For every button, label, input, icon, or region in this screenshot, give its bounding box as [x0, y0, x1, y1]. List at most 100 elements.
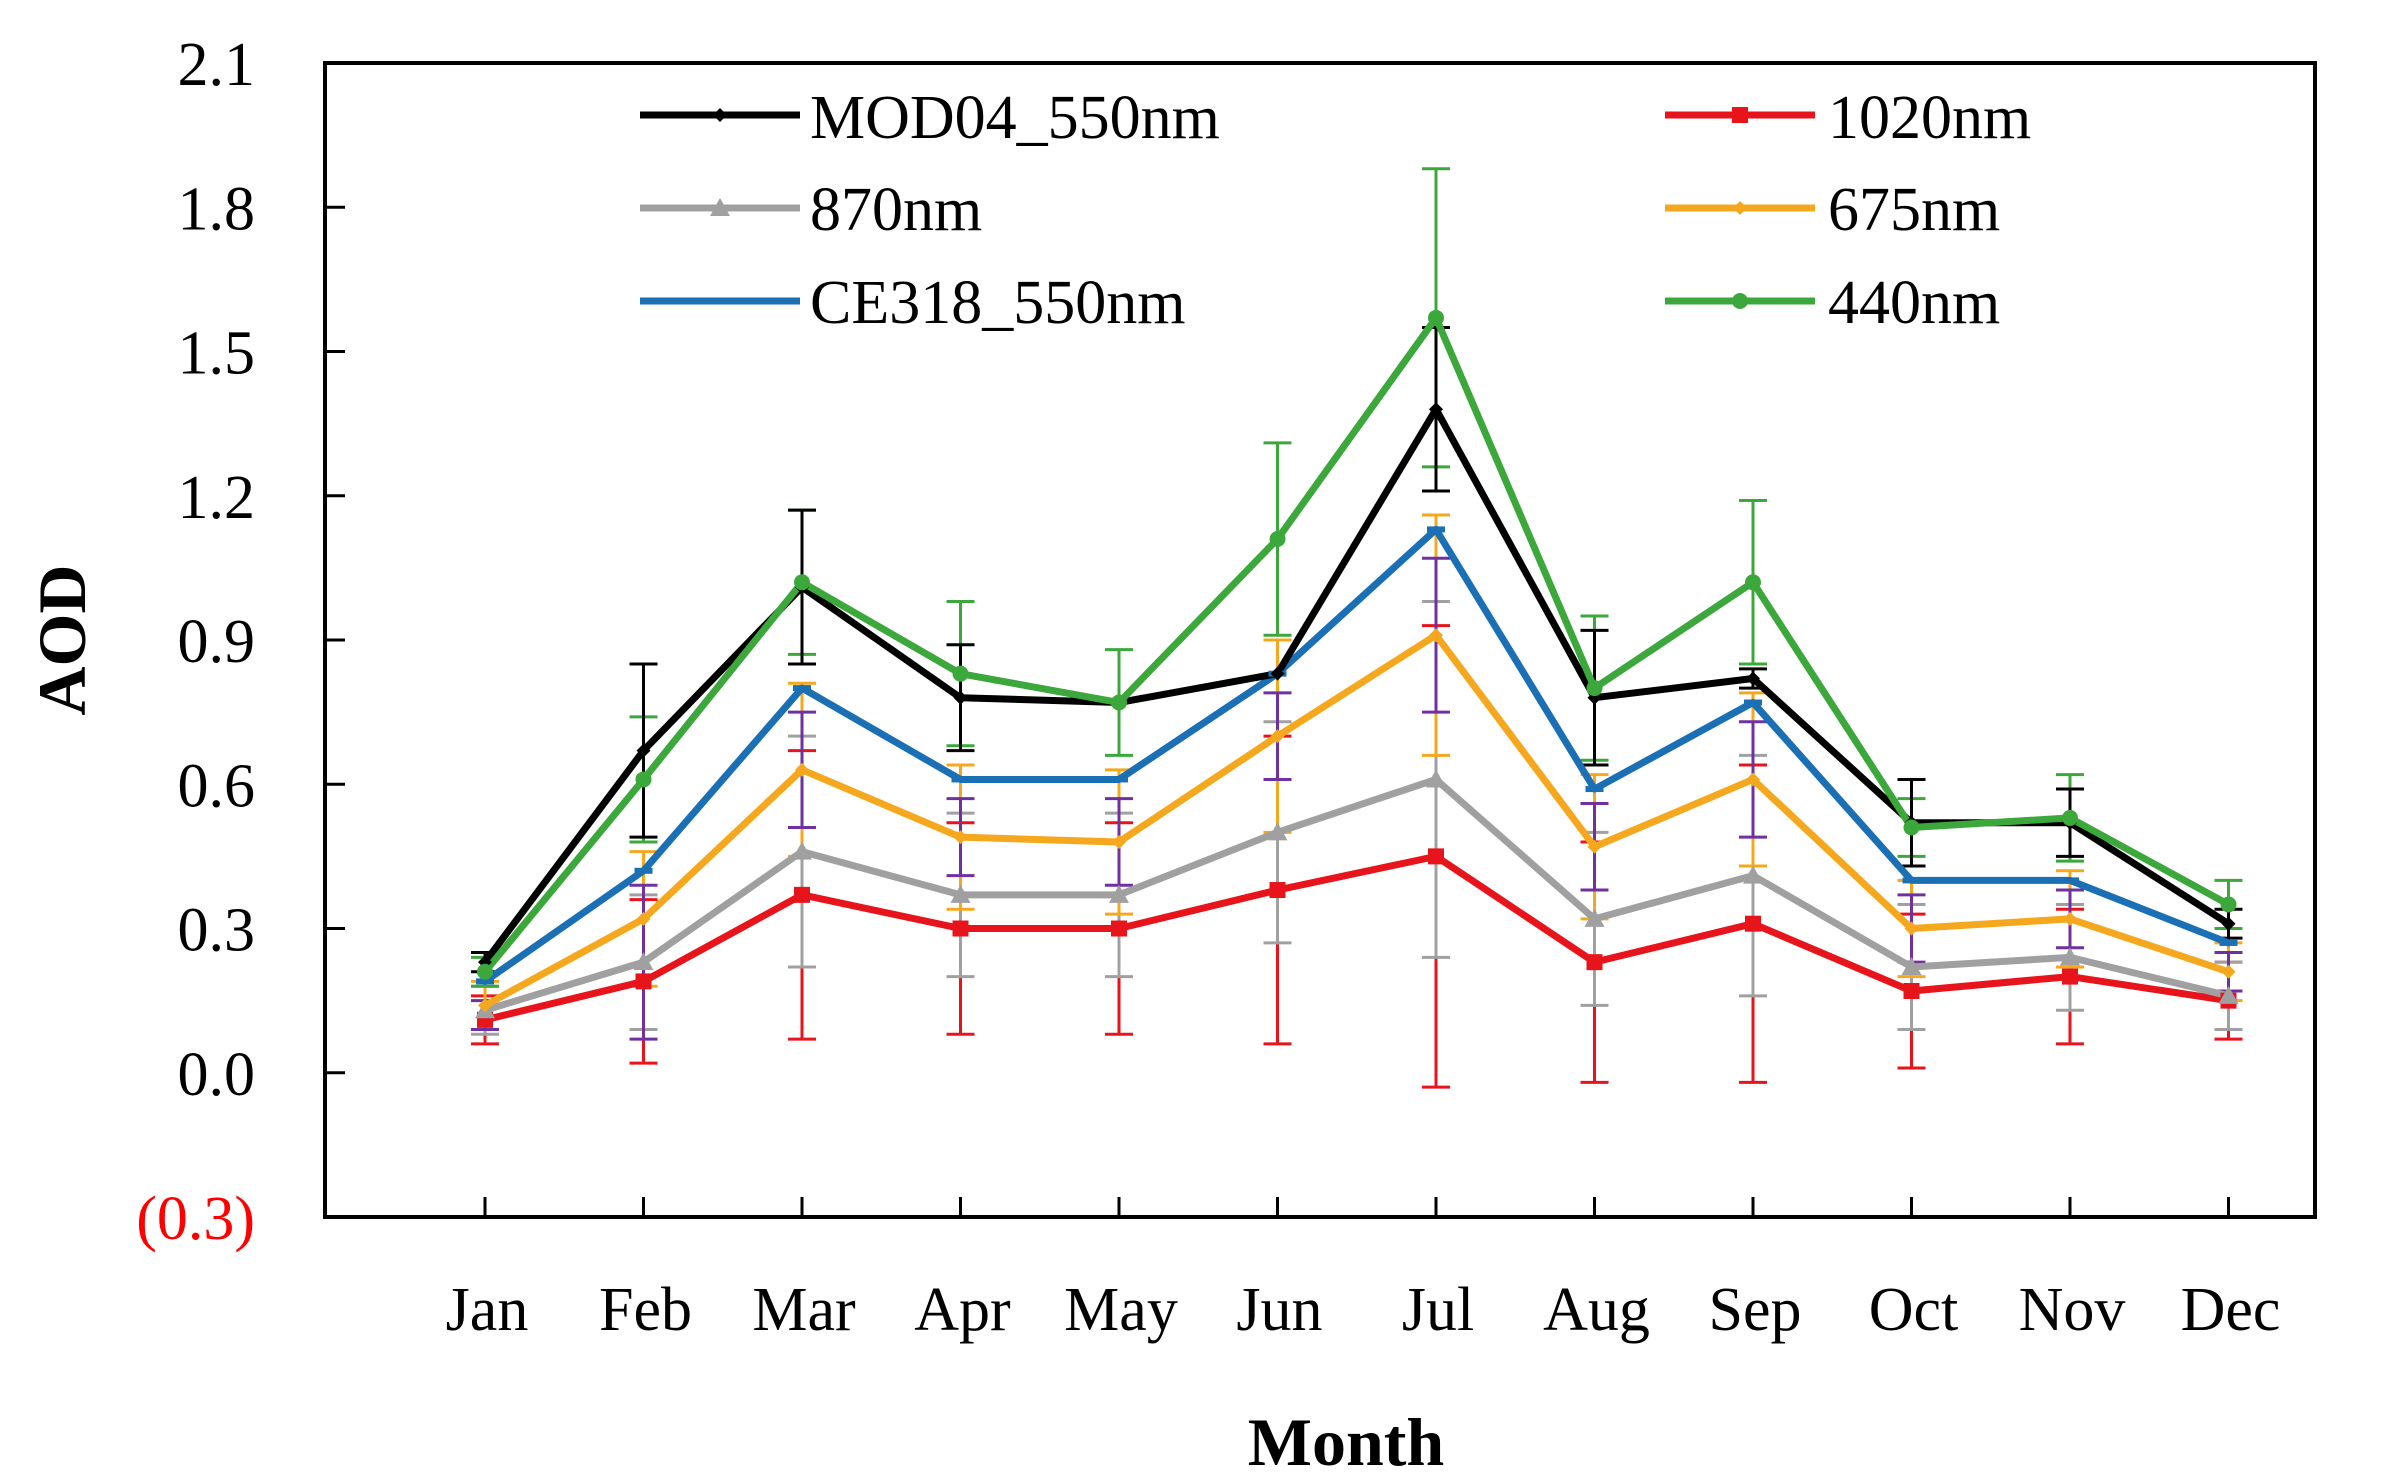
x-tick-label: Dec — [2181, 1276, 2281, 1344]
data-point-675nm — [1112, 834, 1126, 849]
series-line-440nm — [481, 314, 2232, 976]
series-line-1020nm — [481, 852, 2232, 1024]
data-point-675nm — [1587, 839, 1602, 854]
data-point-1020nm — [2062, 968, 2078, 985]
y-tick-label: 0.6 — [178, 752, 256, 820]
legend: MOD04_550nm 1020nm 870nm 675nm CE318_550nm 44… — [640, 84, 2031, 337]
legend-marker-mod04-550nm — [713, 108, 727, 122]
data-point-870nm — [1584, 908, 1605, 927]
data-point-1020nm — [1903, 983, 1920, 1000]
data-point-mod04-550nm — [2221, 916, 2236, 931]
data-point-1020nm — [1269, 882, 1286, 899]
legend-marker-440nm — [1732, 293, 1748, 309]
data-point-ce318-550nm — [1110, 776, 1128, 783]
x-axis-ticks: Jan Feb Mar Apr May Jun Jul Aug Sep Oct Nov Dec — [446, 1197, 2281, 1344]
x-tick-label: Sep — [1709, 1276, 1802, 1344]
data-point-870nm — [1901, 956, 1922, 975]
data-point-440nm — [2220, 896, 2237, 913]
data-point-mod04-550nm — [953, 690, 968, 705]
series-lines — [481, 314, 2232, 1024]
data-point-675nm — [1270, 729, 1285, 744]
y-tick-label: 0.0 — [178, 1041, 256, 1109]
data-point-ce318-550nm — [634, 867, 653, 874]
data-point-ce318-550nm — [1744, 699, 1762, 706]
y-axis-label: AOD — [24, 564, 100, 715]
series-line-ce318-550nm — [481, 525, 2232, 985]
data-point-675nm — [953, 830, 968, 845]
data-point-440nm — [1745, 574, 1761, 591]
data-point-440nm — [1903, 819, 1920, 836]
data-point-ce318-550nm — [1427, 526, 1445, 533]
data-point-1020nm — [1745, 915, 1761, 932]
legend-label-1020nm: 1020nm — [1828, 84, 2031, 152]
plot-area — [323, 61, 2317, 1219]
data-point-440nm — [635, 771, 652, 788]
data-point-675nm — [2221, 964, 2236, 979]
legend-marker-870nm — [710, 198, 730, 216]
legend-label-mod04-550nm: MOD04_550nm — [810, 84, 1220, 152]
data-point-ce318-550nm — [793, 685, 811, 692]
data-point-675nm — [1904, 921, 1919, 936]
legend-marker-1020nm — [1732, 107, 1748, 123]
data-point-1020nm — [794, 886, 810, 903]
data-point-870nm — [1109, 884, 1129, 903]
data-point-mod04-550nm — [636, 743, 651, 758]
data-point-440nm — [1111, 694, 1127, 711]
series-line-870nm — [481, 775, 2232, 1014]
data-point-ce318-550nm — [951, 776, 970, 783]
data-point-1020nm — [952, 920, 969, 937]
data-point-440nm — [952, 665, 969, 682]
y-tick-label: 0.3 — [178, 897, 256, 965]
x-tick-label: Nov — [2019, 1276, 2126, 1344]
x-tick-label: Oct — [1869, 1276, 1959, 1344]
legend-marker-ce318-550nm — [711, 298, 729, 304]
x-tick-label: Apr — [914, 1276, 1011, 1344]
data-point-675nm — [1429, 628, 1443, 643]
data-point-440nm — [477, 963, 493, 980]
data-point-870nm — [792, 841, 812, 860]
x-tick-label: Aug — [1543, 1276, 1650, 1344]
series-line-675nm — [481, 631, 2232, 1009]
data-point-ce318-550nm — [476, 978, 494, 985]
legend-label-ce318-550nm: CE318_550nm — [810, 269, 1185, 337]
data-point-675nm — [1746, 772, 1760, 787]
data-point-1020nm — [1586, 954, 1603, 971]
data-point-440nm — [1586, 680, 1603, 697]
series-markers — [475, 309, 2239, 1028]
x-axis-label: Month — [1248, 1404, 1444, 1480]
data-point-675nm — [636, 911, 651, 926]
data-point-ce318-550nm — [1585, 786, 1604, 793]
data-point-870nm — [1743, 865, 1763, 884]
data-point-675nm — [795, 762, 809, 777]
data-point-mod04-550nm — [1270, 666, 1285, 681]
data-point-870nm — [633, 952, 654, 971]
data-point-675nm — [478, 998, 492, 1013]
legend-label-675nm: 675nm — [1828, 176, 2000, 244]
data-point-675nm — [2063, 911, 2077, 926]
legend-label-870nm: 870nm — [810, 176, 982, 244]
y-axis-ticks: 2.1 1.8 1.5 1.2 0.9 0.6 0.3 0.0 (0.3) — [136, 31, 345, 1253]
data-point-440nm — [1428, 309, 1444, 326]
y-tick-label: 1.8 — [178, 175, 256, 243]
data-point-1020nm — [1111, 920, 1127, 937]
y-tick-label: 1.2 — [178, 464, 256, 532]
x-tick-label: Jan — [446, 1276, 529, 1344]
data-point-870nm — [950, 884, 971, 903]
x-tick-label: May — [1064, 1276, 1178, 1344]
legend-label-440nm: 440nm — [1828, 269, 2000, 337]
data-point-440nm — [1269, 531, 1286, 548]
data-point-ce318-550nm — [2061, 877, 2079, 884]
y-tick-label: 1.5 — [178, 320, 256, 388]
y-tick-label: (0.3) — [136, 1185, 255, 1253]
data-point-870nm — [2218, 985, 2239, 1004]
x-tick-label: Feb — [599, 1276, 692, 1344]
x-tick-label: Mar — [752, 1276, 856, 1344]
x-tick-label: Jun — [1236, 1276, 1322, 1344]
data-point-870nm — [1426, 769, 1446, 788]
data-point-ce318-550nm — [2219, 939, 2238, 946]
data-point-mod04-550nm — [1429, 402, 1443, 417]
data-point-440nm — [794, 574, 810, 591]
y-tick-label: 2.1 — [178, 31, 256, 99]
data-point-440nm — [2062, 809, 2078, 826]
